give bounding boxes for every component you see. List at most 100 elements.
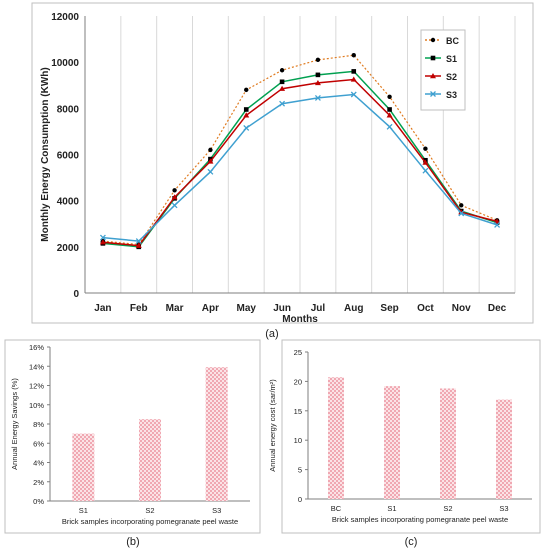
y-tick-label: 20 — [294, 377, 302, 386]
x-axis-title: Months — [282, 314, 318, 325]
data-point-bc — [459, 203, 464, 208]
data-point-s3 — [207, 168, 214, 175]
panel-c-label: (c) — [405, 536, 418, 548]
legend-marker-s1 — [430, 55, 436, 61]
x-tick-label: Jul — [311, 303, 326, 314]
x-axis-title: Brick samples incorporating pomegranate … — [62, 517, 238, 526]
x-tick-label: S2 — [145, 506, 154, 515]
bar-s3 — [205, 367, 228, 501]
y-tick-label: 4% — [33, 459, 44, 468]
legend-marker-s2 — [430, 73, 436, 79]
bar-s1 — [384, 386, 400, 499]
data-point-s2 — [350, 76, 357, 82]
data-point-s3 — [494, 221, 501, 228]
y-tick-label: 0% — [33, 497, 44, 506]
y-tick-label: 2000 — [57, 243, 80, 254]
x-tick-label: S1 — [387, 504, 396, 513]
data-point-s1 — [351, 69, 357, 74]
panel-a-label: (a) — [265, 328, 278, 340]
data-point-s2 — [135, 242, 142, 248]
y-tick-label: 10000 — [51, 58, 79, 69]
y-tick-label: 16% — [29, 343, 44, 352]
data-point-s2 — [279, 85, 286, 91]
data-point-bc — [315, 57, 321, 63]
x-tick-label: Jan — [94, 303, 111, 314]
y-tick-label: 0 — [73, 289, 79, 300]
y-axis-title: Monthly Energy Consumption (KWh) — [40, 67, 51, 241]
legend-label: S3 — [446, 90, 457, 100]
bar-s1 — [72, 433, 95, 501]
legend-marker-bc — [430, 37, 436, 43]
data-point-s1 — [387, 107, 392, 112]
bar-s2 — [440, 388, 456, 499]
y-tick-label: 5 — [298, 466, 302, 475]
panel-b-frame — [4, 339, 261, 534]
y-tick-label: 12% — [29, 382, 44, 391]
y-axis-title: Annual Energy Savings (%) — [10, 378, 19, 470]
x-tick-label: BC — [331, 504, 342, 513]
x-tick-label: Jun — [273, 303, 291, 314]
y-tick-label: 2% — [33, 478, 44, 487]
data-point-s2 — [99, 239, 106, 245]
y-tick-label: 25 — [294, 348, 302, 357]
data-point-s2 — [422, 159, 429, 165]
y-tick-label: 10 — [294, 436, 302, 445]
x-tick-label: Feb — [130, 303, 148, 314]
data-point-bc — [387, 94, 392, 99]
line-chart: 0 2000 4000 6000 8000 10000 12000 Jan Feb Mar Apr M… — [40, 12, 516, 325]
x-tick-label: Mar — [166, 303, 184, 314]
data-point-s3 — [279, 100, 286, 107]
x-tick-label: Apr — [202, 303, 219, 314]
legend-label: S1 — [446, 54, 457, 64]
data-point-s2 — [243, 112, 250, 118]
bar-s2 — [139, 419, 161, 501]
y-tick-label: 8% — [33, 420, 44, 429]
bar-s3 — [496, 399, 512, 499]
data-point-s3 — [99, 234, 106, 241]
data-point-s3 — [243, 124, 250, 131]
energy-savings-bar-chart: 0% 2% 4% 6% 8% 10% 12% 14% 16% S1 S2 S3 Brick sample… — [10, 343, 250, 526]
data-point-s2 — [494, 218, 501, 224]
x-tick-label: Sep — [380, 303, 398, 314]
data-point-bc — [423, 146, 428, 151]
data-point-bc — [351, 53, 356, 58]
x-tick-label: S2 — [443, 504, 452, 513]
y-tick-label: 14% — [29, 362, 44, 371]
y-tick-label: 12000 — [51, 12, 79, 23]
data-point-s2 — [171, 194, 178, 200]
panel-c-frame — [281, 339, 541, 534]
legend-label: S2 — [446, 72, 457, 82]
data-point-s3 — [135, 238, 142, 245]
series-line-s3 — [102, 93, 498, 242]
legend-label: BC — [446, 36, 459, 46]
y-tick-label: 6000 — [57, 151, 80, 162]
series-line-s2 — [102, 78, 498, 247]
panel-a-frame — [31, 2, 534, 324]
data-point-s2 — [207, 158, 214, 164]
x-tick-label: Aug — [344, 303, 363, 314]
x-tick-label: May — [237, 303, 257, 314]
data-point-s1 — [279, 79, 285, 85]
legend-marker-s3 — [430, 91, 436, 97]
data-point-s3 — [171, 202, 178, 209]
bar-bc — [328, 377, 344, 499]
data-point-s2 — [386, 112, 393, 118]
data-point-s3 — [458, 210, 465, 217]
series-line-bc — [102, 54, 498, 246]
energy-cost-bar-chart: 0 5 10 15 20 25 BC S1 S2 S3 Brick samples incorpor… — [268, 348, 532, 524]
data-point-s3 — [386, 123, 393, 130]
y-tick-label: 15 — [294, 407, 302, 416]
data-point-s1 — [243, 107, 249, 112]
data-point-s3 — [422, 167, 429, 174]
data-point-bc — [172, 188, 177, 193]
y-tick-label: 10% — [29, 401, 44, 410]
y-tick-label: 6% — [33, 439, 44, 448]
legend-box — [420, 29, 466, 111]
x-tick-label: S3 — [212, 506, 221, 515]
x-tick-label: Oct — [417, 303, 434, 314]
x-tick-label: S1 — [79, 506, 88, 515]
x-axis-title: Brick samples incorporating pomegranate … — [332, 515, 508, 524]
y-tick-label: 0 — [298, 495, 302, 504]
y-tick-label: 4000 — [57, 197, 80, 208]
